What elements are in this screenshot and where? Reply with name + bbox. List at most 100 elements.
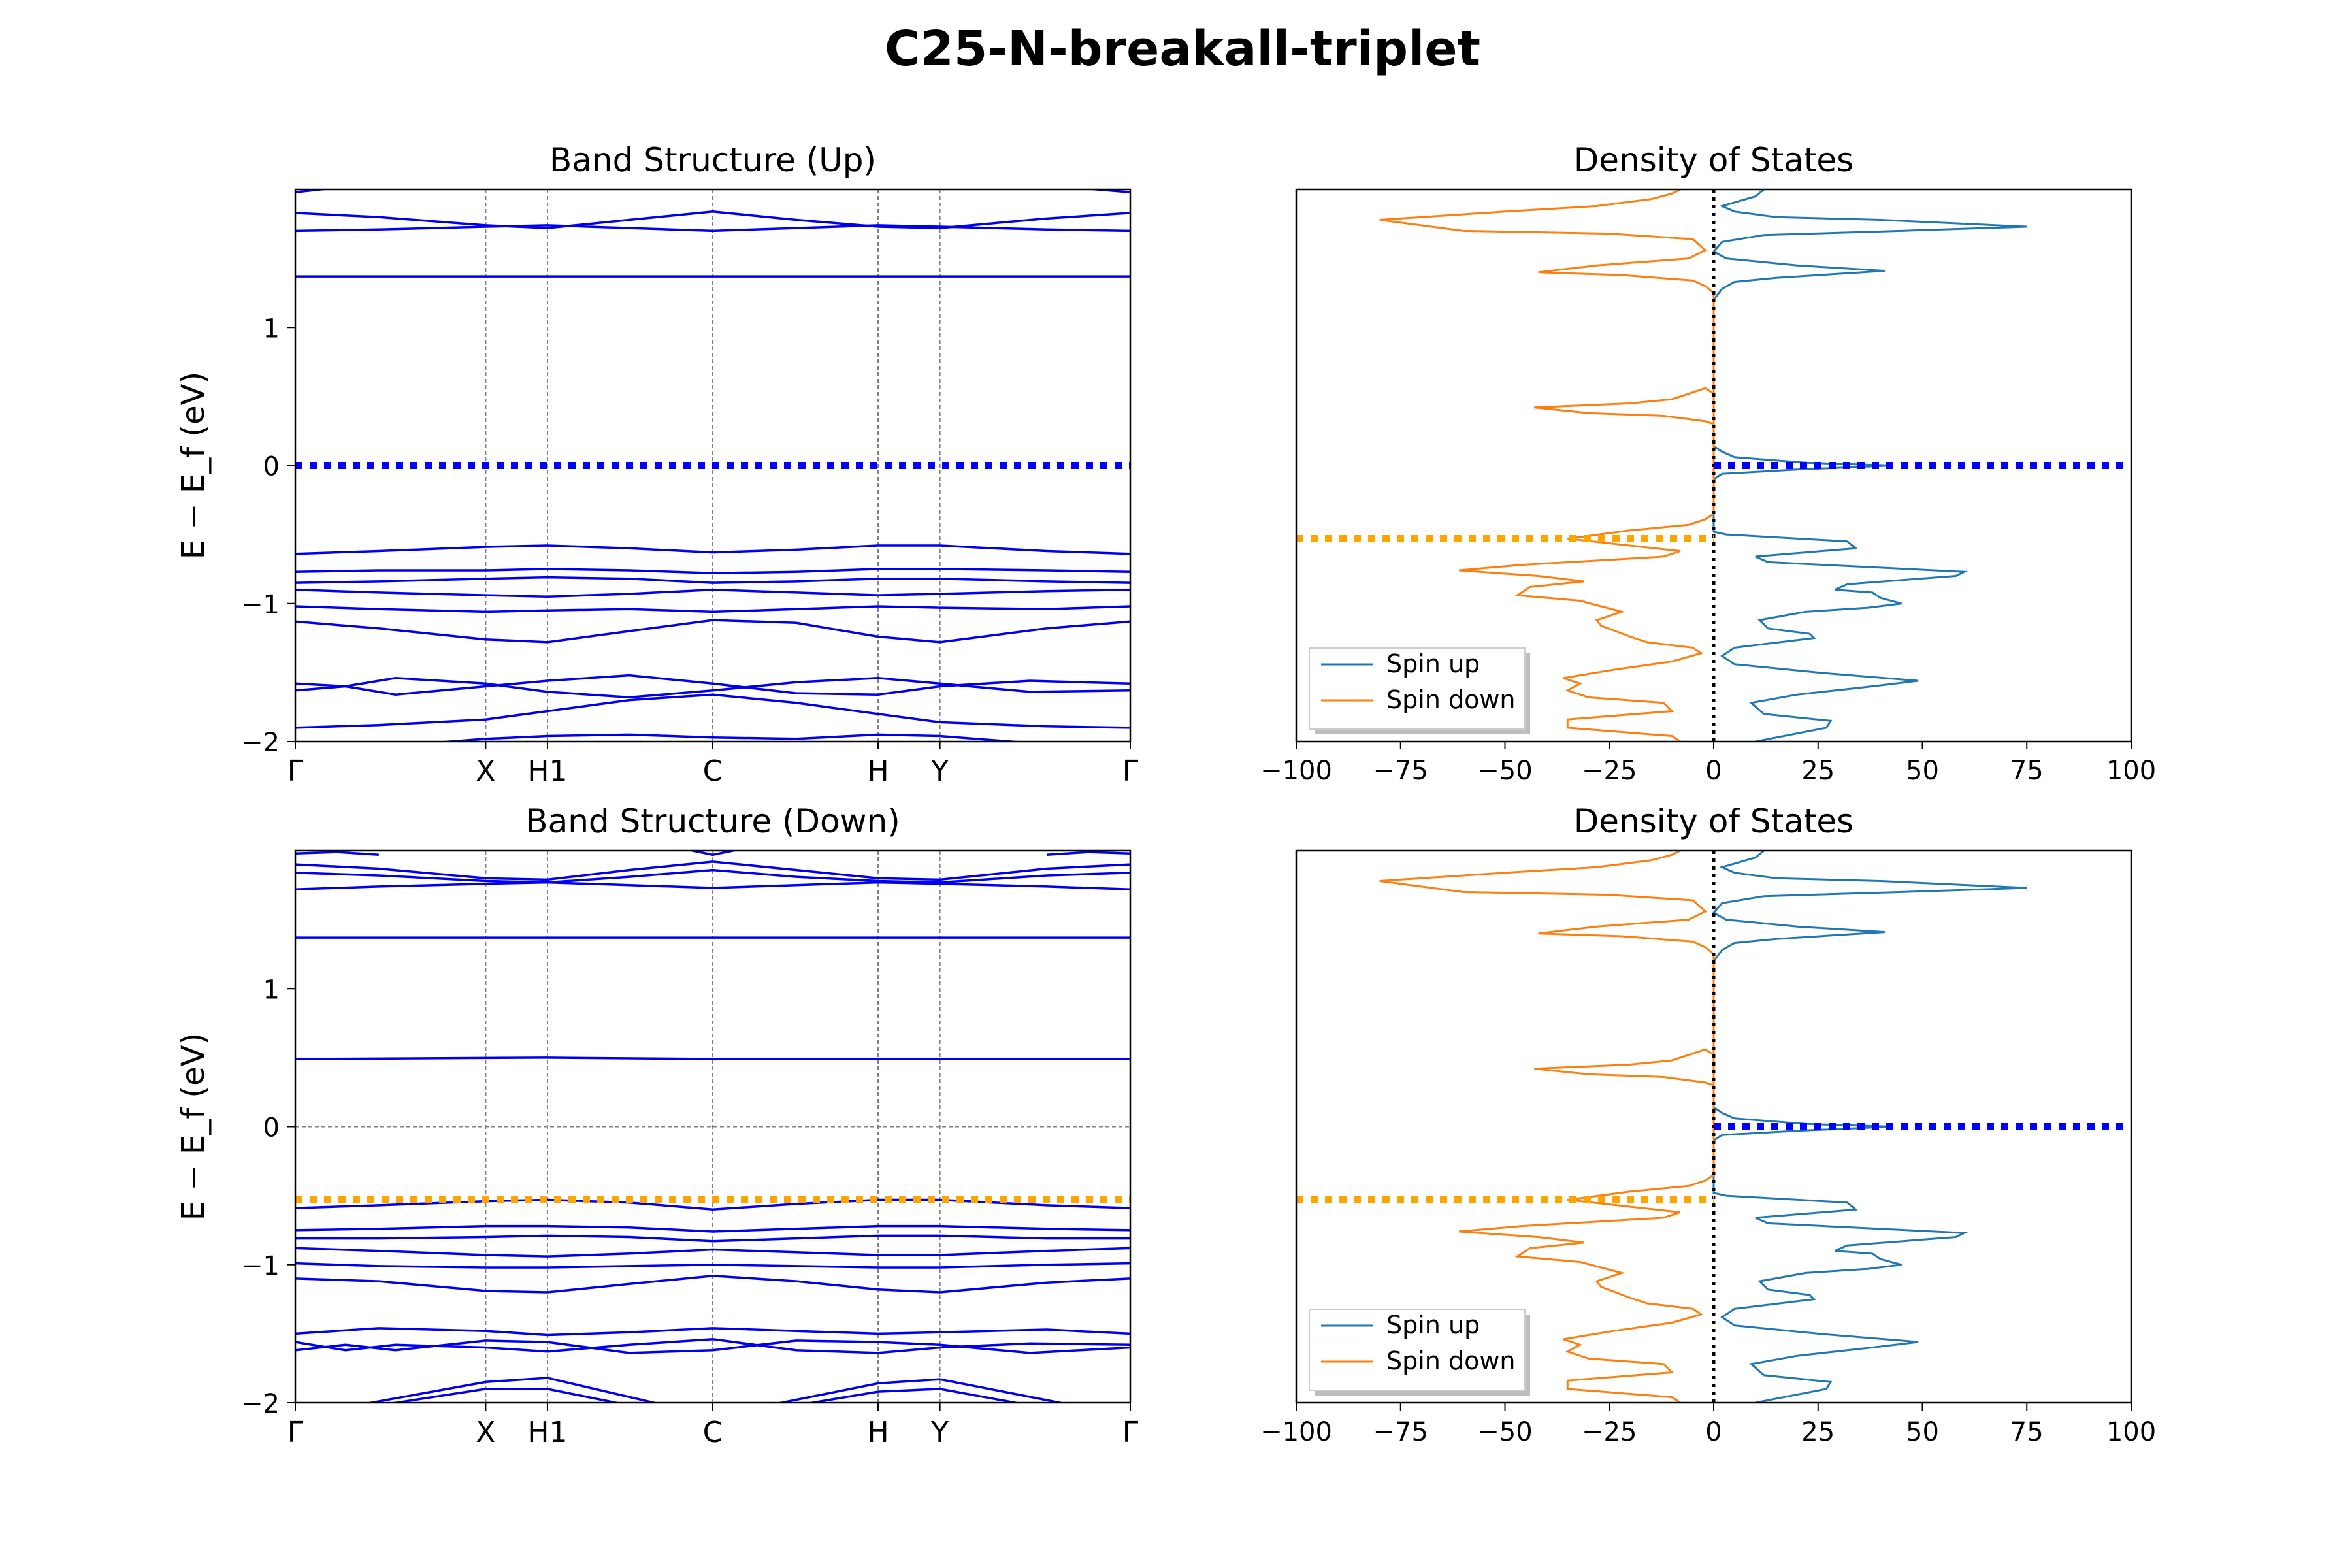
x-tick-label: 25 (1801, 1417, 1835, 1447)
kpoint-label: X (476, 1416, 495, 1449)
band-line (295, 860, 1130, 881)
y-tick-label: −2 (241, 1389, 280, 1419)
y-tick-label: 0 (263, 1113, 280, 1143)
band-line (295, 189, 331, 193)
kpoint-label: Γ (1122, 755, 1139, 788)
band-line (295, 619, 1130, 644)
kpoint-label: C (703, 1416, 723, 1449)
band-line (295, 1327, 1130, 1337)
plot-area (1296, 189, 2131, 742)
band-line (687, 851, 739, 857)
x-tick-label: −75 (1373, 1417, 1428, 1447)
x-tick-label: 50 (1906, 1417, 1939, 1447)
axes-frame (294, 188, 1132, 743)
band-line (295, 210, 1130, 229)
y-tick-label: 1 (263, 314, 280, 344)
x-tick-label: 0 (1705, 1417, 1722, 1447)
panel-title: Density of States (1574, 802, 1854, 840)
band-line (295, 544, 1130, 555)
band-line (295, 881, 1130, 890)
band-line (1047, 851, 1130, 857)
legend-label: Spin up (1386, 649, 1480, 678)
figure-title: C25-N-breakall-triplet (885, 21, 1480, 77)
band-line (389, 1388, 622, 1403)
y-tick-label: 0 (263, 452, 280, 482)
band-line (295, 851, 379, 857)
x-tick-label: 75 (2010, 1417, 2044, 1447)
band-line (365, 1377, 1066, 1403)
band-line (295, 1056, 1130, 1060)
band-line (295, 224, 1130, 233)
band-line (435, 733, 1026, 742)
dos-line-spin-up (1712, 189, 2027, 742)
legend-label: Spin down (1386, 685, 1516, 714)
kpoint-label: H1 (527, 755, 567, 788)
plot-area (295, 189, 1130, 742)
x-tick-label: 25 (1801, 756, 1835, 786)
x-tick-label: −100 (1260, 756, 1332, 786)
kpoint-label: Γ (287, 1416, 304, 1449)
x-tick-label: 75 (2010, 756, 2044, 786)
plot-area (295, 851, 1130, 1403)
kpoint-label: X (476, 755, 495, 788)
band-line (295, 1338, 1130, 1354)
dos-line-spin-down (1379, 851, 1715, 1403)
x-tick-label: −50 (1477, 1417, 1532, 1447)
band-line (295, 576, 1130, 584)
x-tick-label: −50 (1477, 756, 1532, 786)
y-tick-label: −1 (241, 590, 280, 620)
x-tick-label: −100 (1260, 1417, 1332, 1447)
kpoint-label: H1 (527, 1416, 567, 1449)
panel-dos-down: Density of States −100 −75 −50 −25 0 25 50 75 100… (1260, 802, 2156, 1447)
x-tick-label: −75 (1373, 756, 1428, 786)
band-line (295, 868, 1130, 884)
dos-line-spin-up (1712, 851, 2027, 1403)
band-line (295, 588, 1130, 598)
x-tick-label: 100 (2106, 1417, 2156, 1447)
kpoint-label: H (867, 755, 889, 788)
kpoint-label: Γ (1122, 1416, 1139, 1449)
panel-title: Band Structure (Down) (525, 802, 900, 840)
legend-label: Spin up (1386, 1311, 1480, 1339)
band-line (295, 1224, 1130, 1233)
kpoint-label: Γ (287, 755, 304, 788)
legend: Spin up Spin down (1309, 1309, 1526, 1391)
panel-dos-up: Density of States −100 −75 −50 −25 0 25 50 75 100… (1260, 141, 2156, 786)
band-line (295, 1234, 1130, 1243)
kpoint-label: Y (930, 755, 949, 788)
panel-title: Density of States (1574, 141, 1854, 179)
axes-frame (294, 849, 1132, 1404)
band-line (295, 1262, 1130, 1269)
band-line (295, 568, 1130, 575)
kpoint-label: H (867, 1416, 889, 1449)
x-tick-label: 100 (2106, 756, 2156, 786)
y-axis-label: E − E_f (eV) (175, 1033, 212, 1220)
band-line (295, 674, 1130, 696)
band-line (295, 1274, 1130, 1294)
legend-frame (1309, 647, 1526, 730)
y-tick-label: −1 (241, 1251, 280, 1281)
plot-area (1296, 851, 2131, 1403)
band-line (295, 693, 1130, 729)
band-line (295, 1247, 1130, 1258)
band-line (295, 605, 1130, 613)
dos-line-spin-down (1379, 189, 1715, 742)
x-tick-label: −25 (1582, 756, 1637, 786)
y-axis-label: E − E_f (eV) (175, 372, 212, 559)
band-line (1083, 189, 1130, 193)
x-tick-label: 50 (1906, 756, 1939, 786)
legend-frame (1309, 1309, 1526, 1391)
axes-frame (1295, 188, 2132, 743)
band-line (806, 1388, 1022, 1403)
axes-frame (1295, 849, 2132, 1404)
x-tick-label: 0 (1705, 756, 1722, 786)
y-tick-label: −2 (241, 728, 280, 758)
kpoint-label: Y (930, 1416, 949, 1449)
x-tick-label: −25 (1582, 1417, 1637, 1447)
y-tick-label: 1 (263, 975, 280, 1005)
